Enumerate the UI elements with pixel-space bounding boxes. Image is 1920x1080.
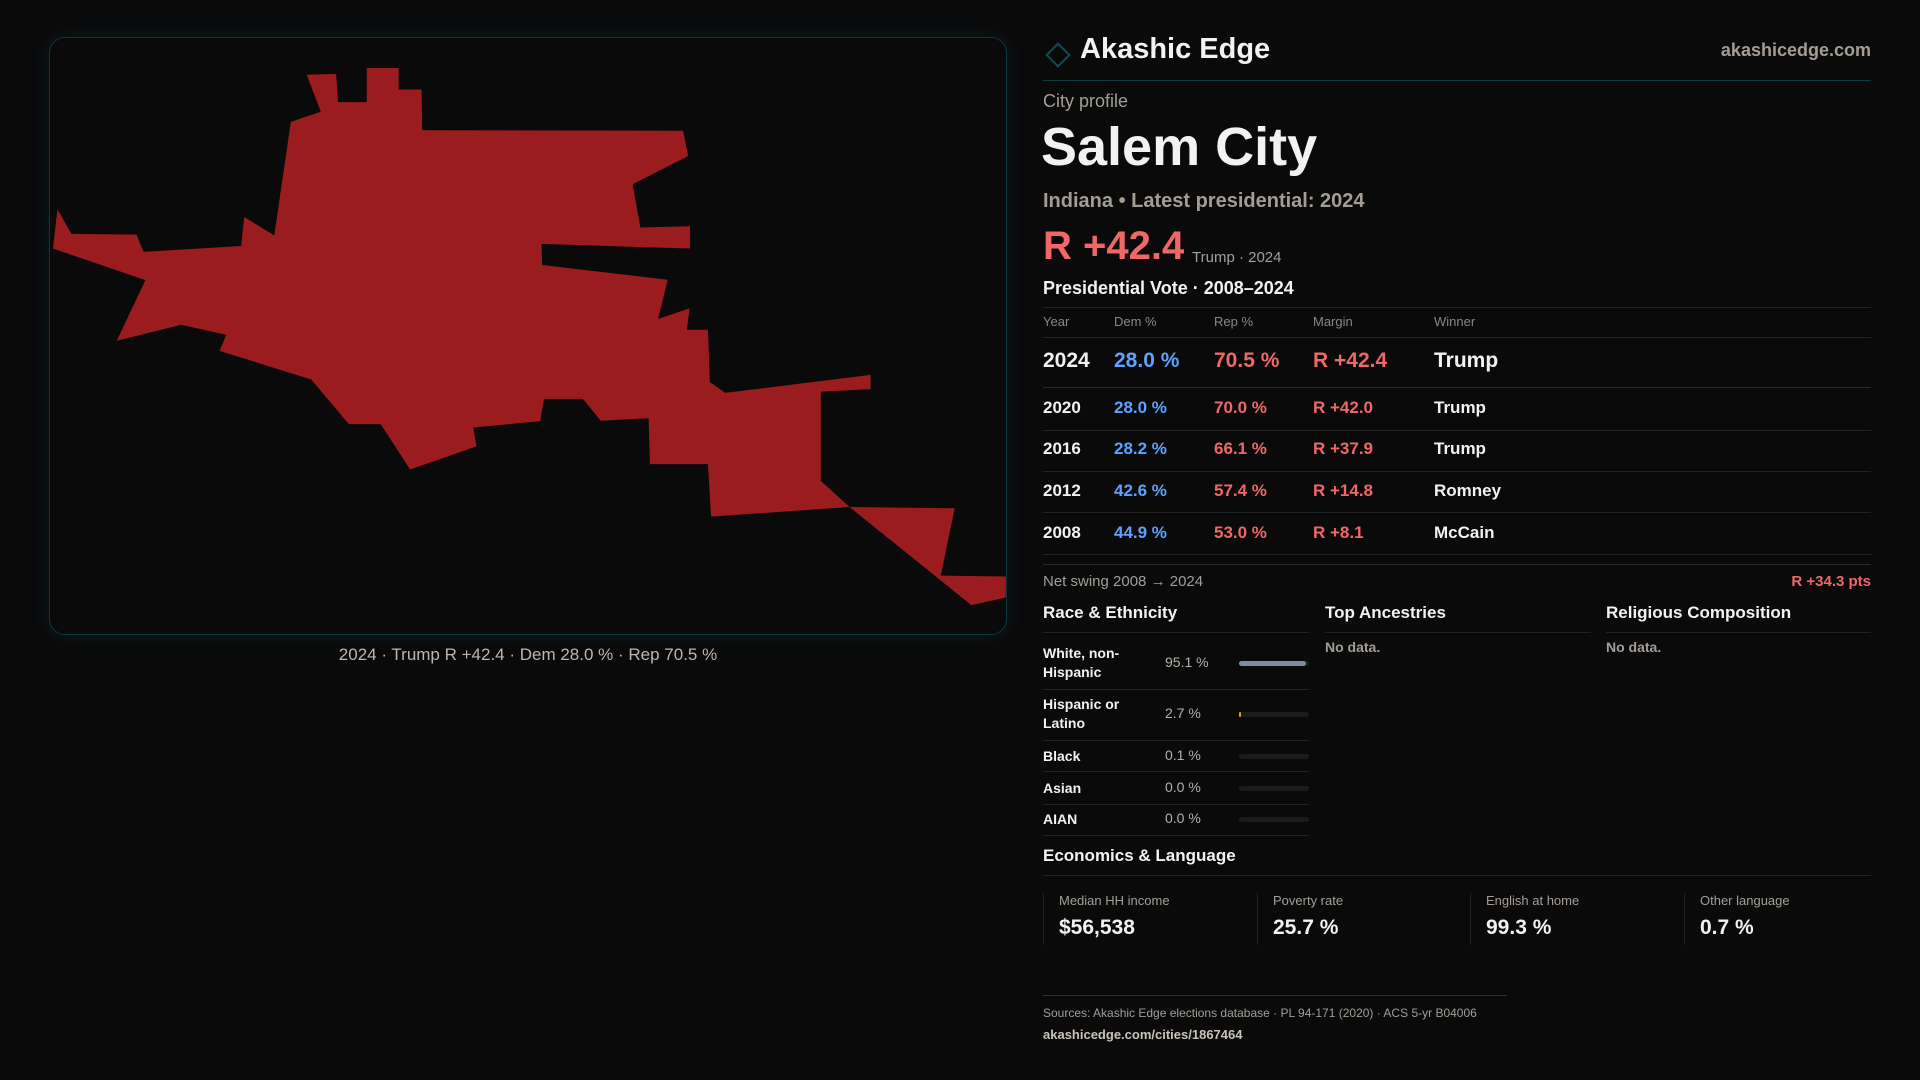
footer-divider — [1043, 995, 1507, 996]
year: 2024 — [1043, 349, 1090, 372]
ancestries-title: Top Ancestries — [1325, 603, 1446, 622]
race-label: White, non-Hispanic — [1043, 645, 1120, 680]
margin: R +37.9 — [1313, 439, 1374, 458]
rep-pct: 57.4 % — [1214, 481, 1267, 500]
stat-value: $56,538 — [1059, 916, 1135, 939]
page-title: Salem City — [1041, 117, 1318, 177]
race-value: 95.1 % — [1165, 654, 1209, 670]
stat-label: Median HH income — [1059, 893, 1170, 908]
stat-card-english: English at home 99.3 % — [1470, 893, 1684, 945]
col-winner: Winner — [1434, 314, 1476, 329]
headline-margin-note: Trump · 2024 — [1192, 249, 1282, 266]
margin: R +42.0 — [1313, 398, 1374, 417]
net-swing-value: R +34.3 pts — [1791, 573, 1871, 590]
page-kicker: City profile — [1043, 91, 1129, 111]
diamond-icon — [1045, 42, 1071, 68]
race-label: AIAN — [1043, 811, 1078, 827]
col-dem: Dem % — [1114, 314, 1157, 329]
headline-margin: R +42.4 — [1043, 224, 1185, 268]
site-link[interactable]: akashicedge.com — [1720, 40, 1871, 60]
net-swing-label: Net swing 2008 → 2024 — [1043, 573, 1204, 590]
votes-title: Presidential Vote · 2008–2024 — [1043, 278, 1294, 298]
stat-value: 0.7 % — [1700, 916, 1754, 939]
footer-sources: Sources: Akashic Edge elections database… — [1043, 1006, 1477, 1020]
race-value: 0.0 % — [1165, 810, 1201, 826]
race-label: Black — [1043, 748, 1081, 764]
dem-pct: 44.9 % — [1114, 523, 1167, 542]
rep-pct: 70.5 % — [1214, 349, 1280, 372]
stat-label: Poverty rate — [1273, 893, 1344, 908]
stat-label: English at home — [1486, 893, 1580, 908]
stat-label: Other language — [1700, 893, 1790, 908]
race-value: 0.0 % — [1165, 779, 1201, 795]
margin: R +14.8 — [1313, 481, 1374, 500]
year: 2020 — [1043, 398, 1081, 417]
city-boundary-shape[interactable] — [52, 67, 1006, 606]
col-margin: Margin — [1313, 314, 1353, 329]
race-label: Asian — [1043, 780, 1082, 796]
race-bar-fill — [1239, 661, 1306, 666]
header-divider — [1043, 80, 1871, 81]
year: 2016 — [1043, 439, 1081, 458]
race-value: 2.7 % — [1165, 705, 1201, 721]
ancestries-empty: No data. — [1325, 639, 1381, 655]
race-title: Race & Ethnicity — [1043, 603, 1178, 622]
stat-card-income: Median HH income $56,538 — [1043, 893, 1257, 945]
race-bar — [1239, 712, 1309, 717]
margin: R +8.1 — [1313, 523, 1364, 542]
winner: Trump — [1434, 349, 1499, 372]
dem-pct: 28.0 % — [1114, 349, 1180, 372]
rep-pct: 70.0 % — [1214, 398, 1267, 417]
dem-pct: 42.6 % — [1114, 481, 1167, 500]
stat-value: 25.7 % — [1273, 916, 1339, 939]
dem-pct: 28.2 % — [1114, 439, 1167, 458]
map-frame — [49, 37, 1007, 635]
winner: Trump — [1434, 439, 1486, 458]
religion-empty: No data. — [1606, 639, 1662, 655]
stat-card-other-language: Other language 0.7 % — [1684, 893, 1871, 945]
page-subtitle: Indiana • Latest presidential: 2024 — [1043, 190, 1365, 212]
stat-value: 99.3 % — [1486, 916, 1552, 939]
race-bar-fill — [1239, 712, 1242, 717]
col-year: Year — [1043, 314, 1070, 329]
race-label: Hispanic or Latino — [1043, 696, 1120, 731]
winner: Trump — [1434, 398, 1486, 417]
brand-name: Akashic Edge — [1080, 33, 1271, 65]
economics-title: Economics & Language — [1043, 846, 1236, 865]
race-bar — [1239, 754, 1309, 759]
race-bar — [1239, 817, 1309, 822]
rep-pct: 53.0 % — [1214, 523, 1267, 542]
race-value: 0.1 % — [1165, 747, 1201, 763]
winner: McCain — [1434, 523, 1495, 542]
race-bar — [1239, 661, 1309, 666]
stat-card-poverty: Poverty rate 25.7 % — [1257, 893, 1470, 945]
race-bar — [1239, 786, 1309, 791]
year: 2008 — [1043, 523, 1081, 542]
footer-url[interactable]: akashicedge.com/cities/1867464 — [1043, 1027, 1243, 1042]
margin: R +42.4 — [1313, 349, 1388, 372]
rep-pct: 66.1 % — [1214, 439, 1267, 458]
year: 2012 — [1043, 481, 1081, 500]
map-caption: 2024 · Trump R +42.4 · Dem 28.0 % · Rep … — [338, 645, 718, 664]
winner: Romney — [1434, 481, 1502, 500]
dem-pct: 28.0 % — [1114, 398, 1167, 417]
religion-title: Religious Composition — [1606, 603, 1792, 622]
city-boundary-map — [52, 67, 1006, 606]
col-rep: Rep % — [1214, 314, 1254, 329]
